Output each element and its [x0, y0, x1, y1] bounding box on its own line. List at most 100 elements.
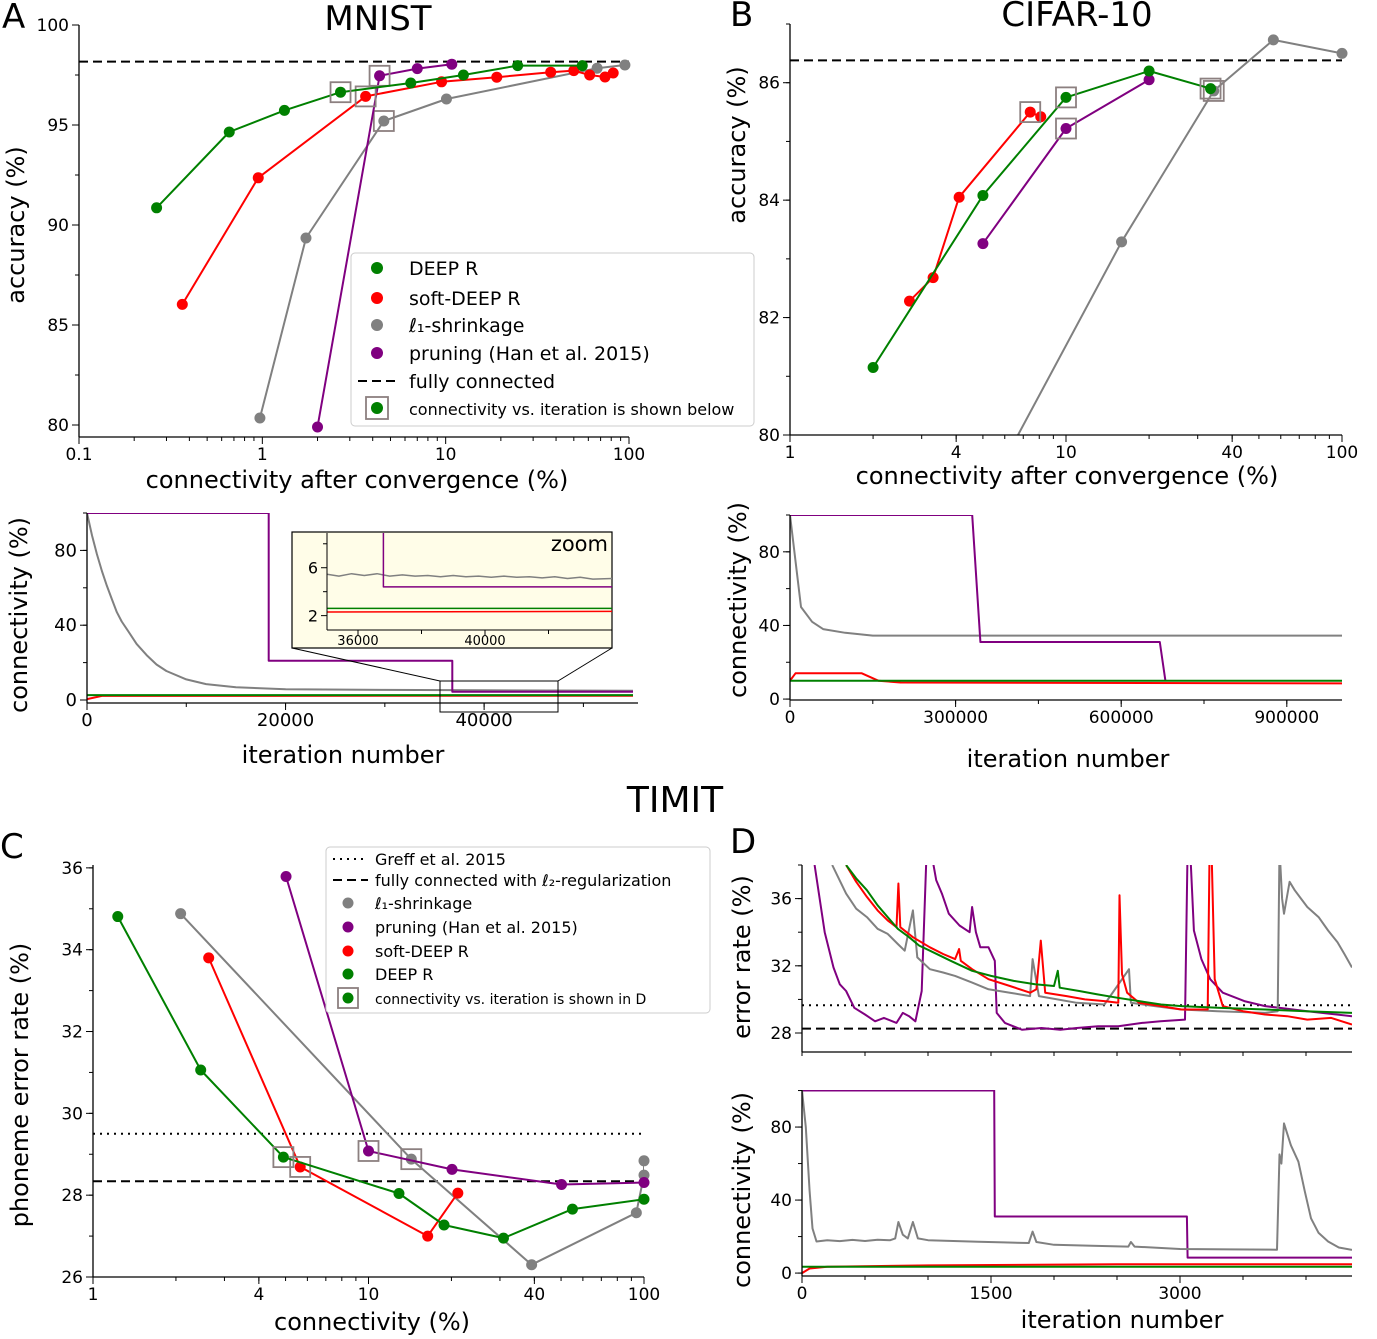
soft-deep-r-line	[802, 1263, 1352, 1274]
inset-y-tick-label: 6	[308, 559, 318, 578]
y-tick-label: 36	[61, 859, 83, 879]
pruning-han-et-al-2015-highlight-box	[357, 1140, 380, 1162]
pruning-han-et-al-2015-line	[790, 515, 1167, 681]
legend-marker	[342, 968, 354, 980]
x-tick-label: 0.1	[65, 445, 92, 465]
deep-r-point	[576, 60, 588, 72]
x-tick-label: 40000	[455, 710, 512, 731]
panel-letter: D	[730, 822, 756, 862]
legend-marker	[371, 262, 383, 274]
deep-r-point	[335, 86, 347, 98]
legend-entry: Greff et al. 2015	[375, 850, 506, 869]
soft-deep-r-line	[207, 957, 459, 1238]
pruning-han-et-al-2015-line	[316, 63, 452, 428]
shrinkage-point	[300, 232, 312, 244]
y-tick-label: 80	[758, 543, 780, 563]
y-tick-label: 85	[47, 316, 69, 336]
deep-r-point	[438, 1219, 450, 1231]
y-tick-label: 28	[61, 1186, 83, 1206]
pruning-han-et-al-2015-line	[87, 513, 633, 693]
x-axis-label: iteration number	[242, 741, 445, 769]
panel-letter: B	[730, 0, 753, 35]
deep-r-highlight-box	[1199, 77, 1222, 100]
x-tick-label: 600000	[1089, 708, 1154, 728]
y-tick-label: 40	[770, 1191, 792, 1211]
legend-frame	[350, 252, 755, 427]
shrinkage-point	[254, 412, 266, 424]
shrinkage-point	[440, 93, 452, 105]
y-axis-label: connectivity (%)	[728, 1092, 756, 1288]
pruning-han-et-al-2015-point	[312, 421, 324, 433]
x-tick-label: 10	[358, 1285, 380, 1305]
soft-deep-r-line	[87, 694, 634, 701]
shrinkage-point	[378, 115, 390, 127]
y-axis-label: accuracy (%)	[723, 66, 751, 223]
pruning-han-et-al-2015-point	[1060, 123, 1072, 135]
x-tick-label: 0	[785, 708, 796, 728]
y-tick-label: 80	[54, 540, 77, 561]
deep-r-point	[457, 69, 469, 81]
x-tick-label: 20000	[257, 710, 314, 731]
y-tick-label: 28	[770, 1024, 792, 1044]
legend-marker	[342, 921, 354, 933]
soft-deep-r-point	[1024, 106, 1036, 118]
soft-deep-r-point	[953, 191, 965, 203]
legend-frame	[325, 846, 711, 1014]
legend-entry: pruning (Han et al. 2015)	[409, 343, 650, 365]
legend-entry: soft-DEEP R	[409, 288, 521, 310]
y-tick-label: 32	[770, 957, 792, 977]
soft-deep-r-line	[327, 610, 612, 613]
shrinkage-point	[526, 1259, 538, 1271]
soft-deep-r-point	[568, 65, 580, 77]
shrinkage-point	[591, 62, 603, 74]
soft-deep-r-point	[927, 272, 939, 284]
panel-b: 1 4 10 40 100 80 82 84 86 B CIFAR-10 connectivity a…	[723, 0, 1358, 490]
x-tick-label: 4	[253, 1285, 264, 1305]
soft-deep-r-point	[607, 67, 619, 79]
y-tick-label: 90	[47, 216, 69, 236]
legend-box-marker	[337, 987, 359, 1009]
deep-r-highlight-box	[1055, 86, 1077, 109]
shrinkage-point	[630, 1207, 642, 1219]
legend-entry: fully connected	[409, 371, 555, 393]
x-tick-label: 40	[1221, 443, 1243, 463]
y-tick-label: 80	[47, 416, 69, 436]
x-tick-label: 1500	[969, 1284, 1012, 1304]
y-tick-label: 82	[758, 309, 780, 329]
soft-deep-r-highlight-box	[1019, 101, 1042, 123]
deep-r-point	[223, 126, 235, 138]
pruning-han-et-al-2015-point	[638, 1176, 650, 1188]
deep-r-highlight-box	[329, 81, 352, 104]
pruning-han-et-al-2015-line	[813, 865, 1352, 1031]
deep-r-point	[195, 1064, 207, 1076]
shrinkage-point	[1336, 47, 1348, 59]
shrinkage-line	[179, 913, 644, 1266]
deep-r-line	[845, 865, 1352, 1014]
deep-r-point	[151, 202, 163, 214]
legend-entry: DEEP R	[409, 258, 478, 280]
chart-title: MNIST	[324, 0, 431, 39]
legend-marker	[371, 319, 383, 331]
y-axis-label: phoneme error rate (%)	[6, 943, 34, 1228]
y-tick-label: 100	[37, 16, 69, 36]
panel-letter: A	[2, 0, 25, 37]
panel-b-bottom: 0 300000 600000 900000 0 40 80 iteration number…	[724, 502, 1342, 773]
shrinkage-point	[638, 1155, 650, 1167]
legend-marker	[371, 292, 383, 304]
zoom-connector-line	[291, 647, 441, 682]
x-axis-label: connectivity (%)	[274, 1308, 470, 1336]
deep-r-line	[155, 64, 583, 209]
x-tick-label: 1	[88, 1285, 99, 1305]
pruning-han-et-al-2015-line	[802, 1090, 1352, 1259]
soft-deep-r-point	[360, 90, 372, 102]
pruning-han-et-al-2015-point	[411, 63, 423, 75]
deep-r-point	[512, 60, 524, 72]
y-tick-label: 0	[66, 690, 77, 711]
y-tick-label: 40	[54, 615, 77, 636]
y-tick-label: 30	[61, 1104, 83, 1124]
legend-entry: ℓ₁-shrinkage	[408, 315, 524, 337]
shrinkage-highlight-box	[372, 110, 395, 132]
legend-entry: soft-DEEP R	[375, 942, 469, 961]
zoom-connector-line	[557, 647, 613, 682]
deep-r-highlight-box	[272, 1146, 295, 1169]
